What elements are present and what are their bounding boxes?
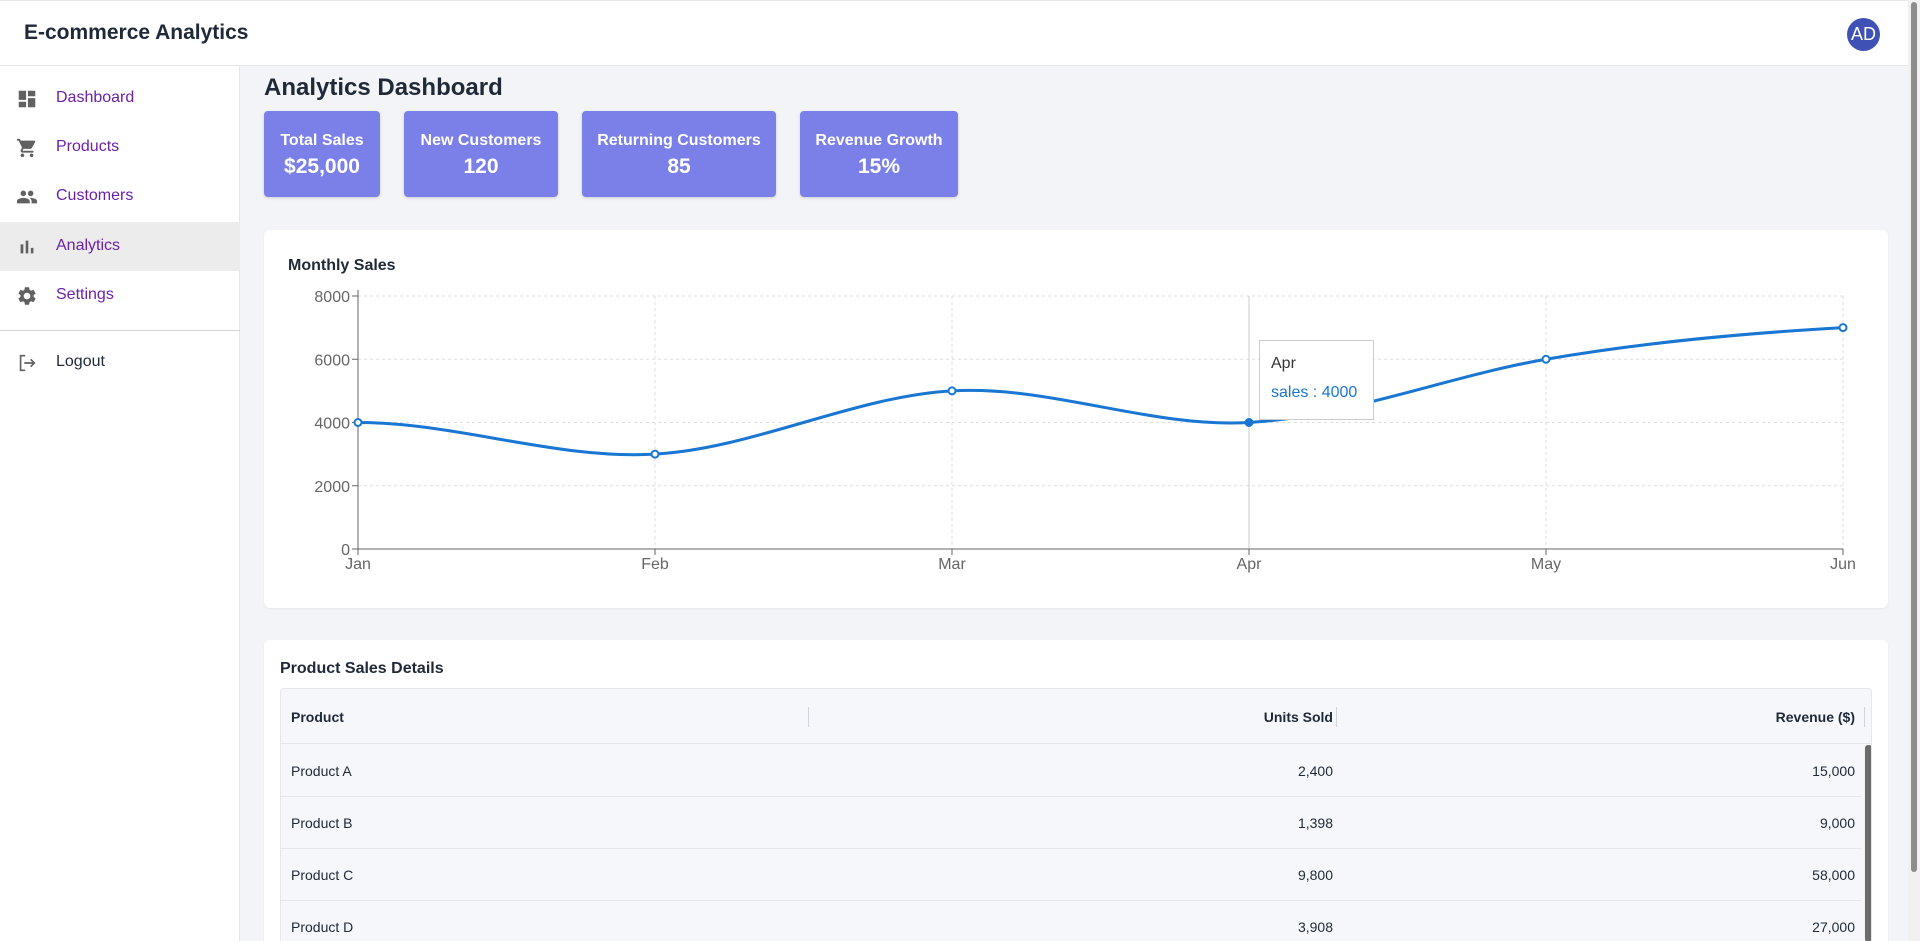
stat-card-revenue-growth: Revenue Growth 15% <box>800 111 958 197</box>
table-title: Product Sales Details <box>280 660 444 677</box>
gear-icon <box>16 285 38 307</box>
cell-units-sold: 3,908 <box>1297 919 1333 935</box>
table-scrollbar[interactable] <box>1864 745 1871 941</box>
column-separator[interactable] <box>808 707 809 727</box>
chart-title: Monthly Sales <box>288 257 396 274</box>
data-point <box>353 418 363 427</box>
data-point <box>947 386 957 396</box>
people-icon <box>16 186 38 208</box>
page-scrollbar[interactable] <box>1908 0 1920 941</box>
table-row[interactable]: Product A 2,400 15,000 <box>281 745 1861 797</box>
stat-label: New Customers <box>420 132 542 149</box>
stat-value: 120 <box>463 155 499 178</box>
cell-revenue: 27,000 <box>1812 919 1855 935</box>
sidebar-item-label: Customers <box>56 187 134 204</box>
x-tick-label: Jan <box>345 556 371 573</box>
y-tick-label: 6000 <box>314 352 350 369</box>
table-scrollbar-thumb[interactable] <box>1865 745 1871 941</box>
stat-card-total-sales: Total Sales $25,000 <box>264 111 380 197</box>
y-tick-label: 0 <box>341 542 350 559</box>
cart-icon <box>16 137 38 159</box>
sidebar-item-analytics[interactable]: Analytics <box>0 222 240 271</box>
avatar[interactable]: AD <box>1847 18 1880 51</box>
y-tick-label: 4000 <box>314 416 350 433</box>
data-point <box>1541 354 1551 364</box>
tooltip-value: sales : 4000 <box>1271 384 1358 401</box>
column-separator[interactable] <box>1336 707 1337 727</box>
column-header-product[interactable]: Product <box>291 709 344 725</box>
stat-card-returning-customers: Returning Customers 85 <box>582 111 776 197</box>
app-bar: E-commerce Analytics AD <box>0 0 1908 66</box>
table-header: Product Units Sold Revenue ($) <box>281 689 1871 744</box>
bar-chart-icon <box>16 236 38 258</box>
table-row[interactable]: Product D 3,908 27,000 <box>281 901 1861 941</box>
stat-card-new-customers: New Customers 120 <box>404 111 558 197</box>
stat-value: $25,000 <box>284 155 360 178</box>
stat-value: 15% <box>857 155 901 178</box>
chart-panel <box>264 230 1888 608</box>
stat-label: Revenue Growth <box>815 132 943 149</box>
dashboard-icon <box>16 88 38 110</box>
cell-product: Product C <box>291 867 354 883</box>
sidebar-item-label: Dashboard <box>56 89 135 106</box>
x-tick-label: Apr <box>1237 556 1263 573</box>
column-header-units-sold[interactable]: Units Sold <box>1263 709 1333 725</box>
x-tick-label: May <box>1531 556 1561 573</box>
stat-value: 85 <box>667 155 691 178</box>
data-point <box>1838 323 1848 333</box>
stat-label: Returning Customers <box>597 132 761 149</box>
cell-revenue: 9,000 <box>1819 815 1855 831</box>
cell-product: Product A <box>291 763 352 779</box>
column-separator[interactable] <box>1864 707 1865 727</box>
y-tick-label: 8000 <box>314 289 350 306</box>
sidebar-item-label: Settings <box>56 286 114 303</box>
sidebar: Dashboard Products Customers Analytics S… <box>0 66 240 941</box>
sidebar-divider <box>0 330 240 331</box>
series-line-sales <box>357 326 1844 457</box>
page-title: Analytics Dashboard <box>264 74 503 101</box>
logout-icon <box>16 352 38 374</box>
column-header-revenue[interactable]: Revenue ($) <box>1775 709 1855 725</box>
stat-label: Total Sales <box>280 132 364 149</box>
cell-units-sold: 2,400 <box>1297 763 1333 779</box>
active-data-point <box>1244 418 1254 427</box>
sidebar-item-label: Products <box>56 138 120 155</box>
cell-product: Product B <box>291 815 353 831</box>
x-tick-label: Feb <box>641 556 669 573</box>
logout-label: Logout <box>56 353 105 370</box>
logout-button[interactable]: Logout <box>0 338 240 387</box>
tooltip-label: Apr <box>1271 355 1296 372</box>
x-tick-label: Jun <box>1830 556 1856 573</box>
sidebar-item-settings[interactable]: Settings <box>0 271 240 320</box>
chart-tooltip: Apr sales : 4000 <box>1259 340 1374 420</box>
x-tick-label: Mar <box>938 556 966 573</box>
product-sales-table: Product Units Sold Revenue ($) Product A… <box>280 688 1872 941</box>
sidebar-item-products[interactable]: Products <box>0 123 240 172</box>
sidebar-item-label: Analytics <box>56 237 121 254</box>
sidebar-item-dashboard[interactable]: Dashboard <box>0 74 240 123</box>
cell-revenue: 58,000 <box>1812 867 1855 883</box>
cell-units-sold: 1,398 <box>1297 815 1333 831</box>
data-point <box>650 449 660 459</box>
cell-revenue: 15,000 <box>1812 763 1855 779</box>
sidebar-item-customers[interactable]: Customers <box>0 172 240 221</box>
app-title: E-commerce Analytics <box>24 21 249 44</box>
cell-product: Product D <box>291 919 354 935</box>
table-row[interactable]: Product B 1,398 9,000 <box>281 797 1861 849</box>
cell-units-sold: 9,800 <box>1297 867 1333 883</box>
y-tick-label: 2000 <box>314 479 350 496</box>
table-row[interactable]: Product C 9,800 58,000 <box>281 849 1861 901</box>
page-scrollbar-thumb[interactable] <box>1911 2 1917 872</box>
